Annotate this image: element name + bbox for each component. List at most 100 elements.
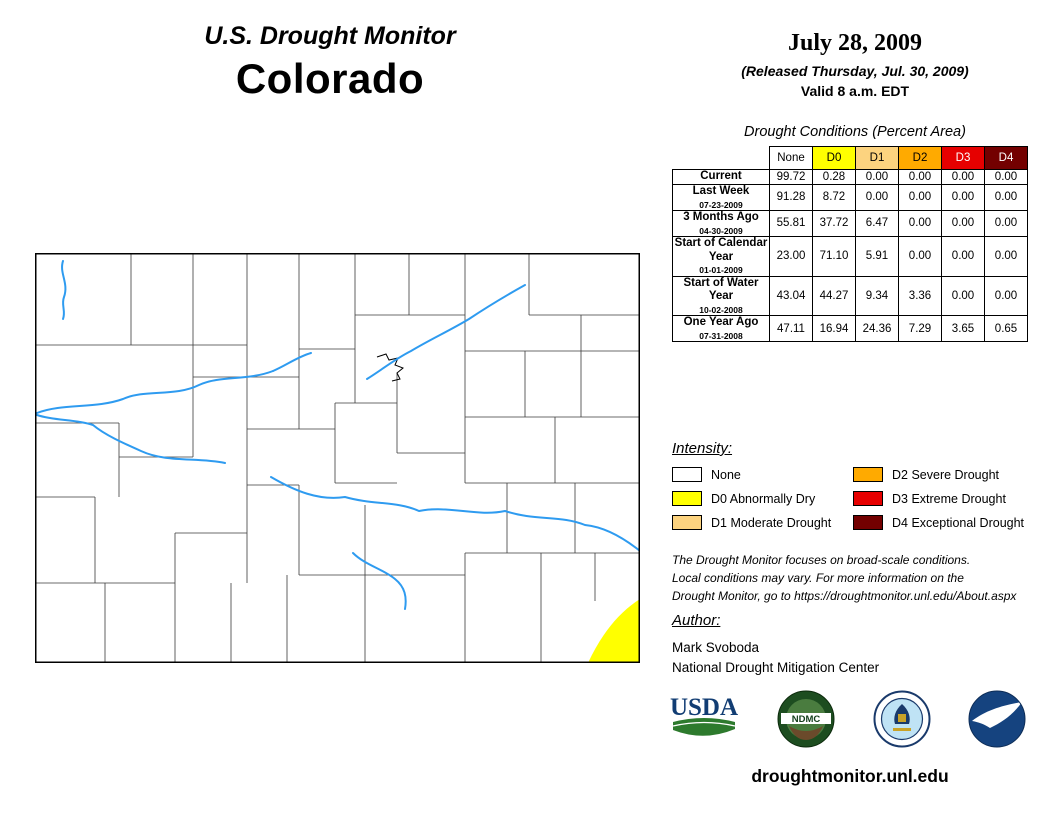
row-date: 04-30-2009 bbox=[699, 225, 743, 236]
value-cell: 0.00 bbox=[898, 209, 942, 237]
legend-label: D0 Abnormally Dry bbox=[711, 491, 816, 506]
state-border bbox=[35, 253, 640, 663]
d4-swatch bbox=[853, 515, 883, 530]
row-label: One Year Ago 07-31-2008 bbox=[672, 315, 770, 343]
drought-conditions-table: None D0 D1 D2 D3 D4 Current 99.72 0.28 0… bbox=[672, 146, 1028, 343]
row-label-text: Last Week bbox=[692, 184, 750, 197]
noaa-logo bbox=[968, 690, 1026, 748]
row-label: Current bbox=[672, 169, 770, 185]
value-cell: 0.00 bbox=[984, 275, 1028, 317]
value-cell: 43.04 bbox=[769, 275, 813, 317]
value-cell: 0.00 bbox=[855, 169, 899, 185]
intensity-legend: Intensity: None D0 Abnormally Dry D1 Mod… bbox=[672, 440, 1032, 530]
row-date: 07-31-2008 bbox=[699, 331, 743, 342]
legend-label: D1 Moderate Drought bbox=[711, 515, 832, 530]
denver-metro-boundaries bbox=[376, 353, 404, 382]
disclaimer-line: Drought Monitor, go to https://droughtmo… bbox=[672, 589, 1017, 603]
d3-swatch bbox=[853, 491, 883, 506]
value-cell: 0.00 bbox=[984, 169, 1028, 185]
report-title: U.S. Drought Monitor bbox=[204, 22, 456, 50]
release-date: (Released Thursday, Jul. 30, 2009) bbox=[741, 63, 969, 79]
author-heading: Author: bbox=[672, 612, 721, 629]
usda-logo-text: USDA bbox=[670, 694, 738, 721]
none-swatch bbox=[672, 467, 702, 482]
legend-item-d3: D3 Extreme Drought bbox=[853, 491, 1024, 506]
county-boundaries bbox=[35, 253, 640, 663]
value-cell: 8.72 bbox=[812, 183, 856, 211]
value-cell: 0.00 bbox=[941, 183, 985, 211]
d2-swatch bbox=[853, 467, 883, 482]
colorado-map-svg bbox=[35, 253, 641, 663]
value-cell: 7.29 bbox=[898, 315, 942, 343]
legend-label: D4 Exceptional Drought bbox=[892, 515, 1025, 530]
d1-swatch bbox=[672, 515, 702, 530]
row-label-text: Start of Water Year bbox=[683, 276, 759, 303]
row-label: Last Week 07-23-2009 bbox=[672, 183, 770, 211]
valid-time: Valid 8 a.m. EDT bbox=[800, 83, 910, 99]
row-label-text: One Year Ago bbox=[683, 316, 759, 329]
value-cell: 5.91 bbox=[855, 235, 899, 277]
author-organization: National Drought Mitigation Center bbox=[672, 659, 880, 675]
row-label: 3 Months Ago 04-30-2009 bbox=[672, 209, 770, 237]
table-row: Start of Calendar Year 01-01-2009 23.00 7… bbox=[672, 235, 1028, 277]
ndmc-logo-text: NDMC bbox=[792, 714, 821, 725]
commerce-seal-logo bbox=[873, 690, 931, 748]
value-cell: 55.81 bbox=[769, 209, 813, 237]
value-cell: 0.00 bbox=[984, 209, 1028, 237]
value-cell: 3.36 bbox=[898, 275, 942, 317]
value-cell: 0.00 bbox=[941, 209, 985, 237]
table-row: Start of Water Year 10-02-2008 43.04 44.2… bbox=[672, 275, 1028, 317]
legend-label: D2 Severe Drought bbox=[892, 467, 1000, 482]
table-row: Last Week 07-23-2009 91.28 8.72 0.00 0.00… bbox=[672, 183, 1028, 211]
value-cell: 0.00 bbox=[855, 183, 899, 211]
table-row: One Year Ago 07-31-2008 47.11 16.94 24.36… bbox=[672, 315, 1028, 343]
value-cell: 6.47 bbox=[855, 209, 899, 237]
ndmc-logo: NDMC bbox=[777, 690, 835, 748]
value-cell: 0.00 bbox=[898, 183, 942, 211]
column-header-d0: D0 bbox=[812, 146, 856, 170]
author-block: Author: Mark Svoboda National Drought Mi… bbox=[672, 612, 879, 677]
row-label-text: Start of Calendar Year bbox=[674, 236, 768, 263]
column-header-d4: D4 bbox=[984, 146, 1028, 170]
colorado-drought-map bbox=[35, 253, 641, 663]
d0-swatch bbox=[672, 491, 702, 506]
disclaimer-line: The Drought Monitor focuses on broad-sca… bbox=[672, 553, 971, 567]
legend-heading: Intensity: bbox=[672, 440, 733, 457]
column-header-d1: D1 bbox=[855, 146, 899, 170]
site-url: droughtmonitor.unl.edu bbox=[751, 766, 949, 786]
row-date: 01-01-2009 bbox=[699, 265, 743, 276]
value-cell: 0.00 bbox=[898, 169, 942, 185]
column-header-none: None bbox=[769, 146, 813, 170]
value-cell: 99.72 bbox=[769, 169, 813, 185]
row-date: 07-23-2009 bbox=[699, 199, 743, 210]
date-block: July 28, 2009 (Released Thursday, Jul. 3… bbox=[685, 30, 1025, 99]
rivers bbox=[36, 260, 641, 610]
row-label-text: 3 Months Ago bbox=[683, 210, 759, 223]
usda-logo: USDA bbox=[668, 692, 740, 746]
disclaimer-text: The Drought Monitor focuses on broad-sca… bbox=[672, 551, 1044, 605]
value-cell: 0.65 bbox=[984, 315, 1028, 343]
column-header-d3: D3 bbox=[941, 146, 985, 170]
legend-label: D3 Extreme Drought bbox=[892, 491, 1006, 506]
value-cell: 16.94 bbox=[812, 315, 856, 343]
value-cell: 0.00 bbox=[898, 235, 942, 277]
agency-logos: USDA NDMC bbox=[668, 690, 1026, 748]
value-cell: 0.00 bbox=[941, 235, 985, 277]
legend-item-d4: D4 Exceptional Drought bbox=[853, 515, 1024, 530]
value-cell: 0.00 bbox=[941, 169, 985, 185]
value-cell: 91.28 bbox=[769, 183, 813, 211]
value-cell: 23.00 bbox=[769, 235, 813, 277]
title-block: U.S. Drought Monitor Colorado bbox=[110, 22, 550, 103]
table-row: 3 Months Ago 04-30-2009 55.81 37.72 6.47 … bbox=[672, 209, 1028, 237]
author-name: Mark Svoboda bbox=[672, 640, 760, 655]
value-cell: 24.36 bbox=[855, 315, 899, 343]
row-date: 10-02-2008 bbox=[699, 305, 743, 316]
table-header-row: None D0 D1 D2 D3 D4 bbox=[672, 146, 1028, 170]
value-cell: 44.27 bbox=[812, 275, 856, 317]
legend-item-none: None bbox=[672, 467, 853, 482]
legend-item-d1: D1 Moderate Drought bbox=[672, 515, 853, 530]
value-cell: 0.00 bbox=[984, 235, 1028, 277]
column-header-d2: D2 bbox=[898, 146, 942, 170]
row-label: Start of Calendar Year 01-01-2009 bbox=[672, 235, 770, 277]
